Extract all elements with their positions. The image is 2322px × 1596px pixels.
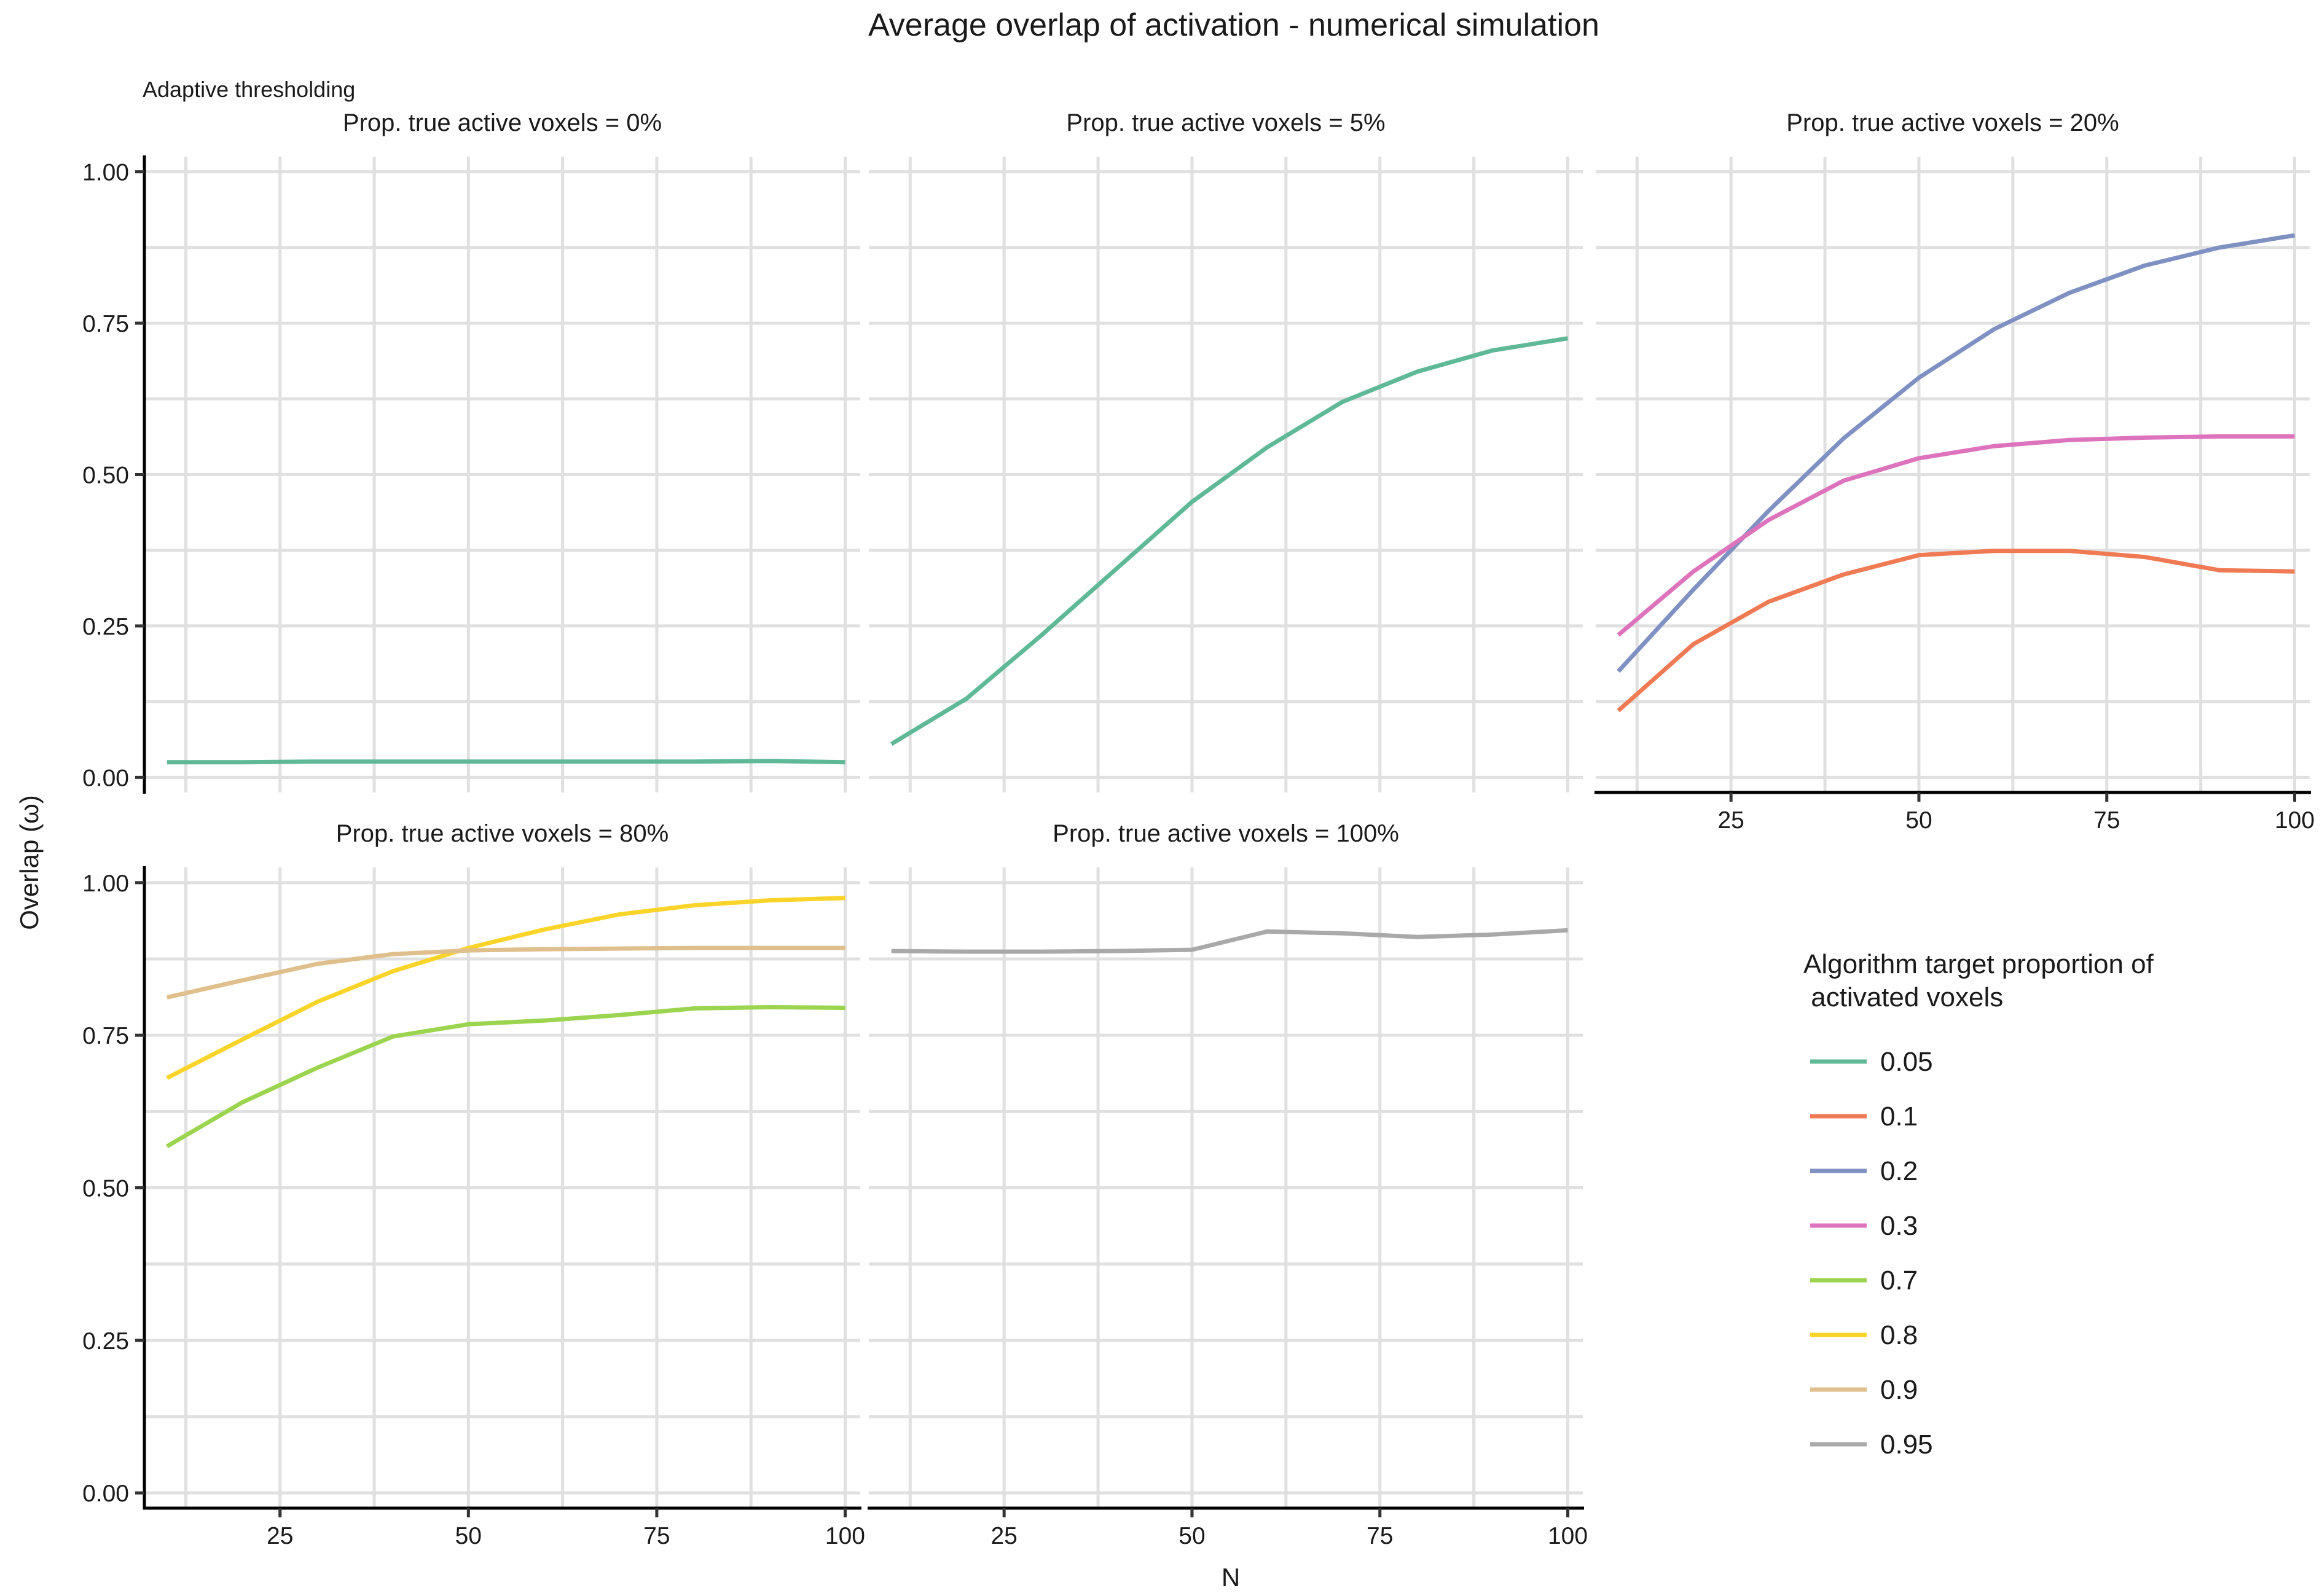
series-line-0.9: [167, 945, 845, 1000]
x-tick-label: 100: [825, 1523, 865, 1549]
facet-panel: Prop. true active voxels = 0% 0.00 0.25 0.5…: [82, 109, 860, 794]
y-tick-label: 0.75: [82, 311, 129, 337]
y-tick-label: 1.00: [82, 160, 129, 186]
series-line-0.1: [1617, 549, 2295, 713]
legend-label: 0.8: [1880, 1320, 1918, 1350]
x-axis-label: N: [1222, 1563, 1240, 1592]
y-tick-label: 0.00: [82, 1481, 129, 1507]
x-tick-label: 50: [1905, 807, 1932, 834]
y-tick-label: 0.00: [82, 765, 129, 791]
facet-title: Prop. true active voxels = 100%: [1053, 820, 1399, 847]
y-tick-label: 0.25: [82, 1328, 129, 1355]
y-tick-label: 0.50: [82, 463, 129, 489]
legend-item: 0.8: [1810, 1320, 1918, 1350]
legend-label: 0.95: [1880, 1430, 1933, 1460]
legend-label: 0.05: [1880, 1047, 1933, 1077]
x-tick-label: 25: [990, 1523, 1017, 1549]
legend-item: 0.7: [1810, 1265, 1918, 1296]
legend-title-line-2: activated voxels: [1803, 982, 2003, 1012]
y-tick-label: 0.25: [82, 614, 129, 640]
series-line-0.3: [1617, 434, 2295, 637]
legend-label: 0.3: [1880, 1211, 1918, 1241]
facet-panel: Prop. true active voxels = 100% 25 50 75 100: [868, 820, 1588, 1549]
legend-title-line-1: Algorithm target proportion of: [1803, 949, 2154, 979]
x-tick-label: 75: [2093, 807, 2120, 834]
series-line-0.8: [166, 896, 845, 1080]
y-tick-label: 1.00: [82, 870, 129, 897]
legend-label: 0.2: [1880, 1156, 1918, 1186]
x-tick-label: 75: [1367, 1523, 1393, 1549]
legend-item: 0.05: [1810, 1047, 1933, 1077]
x-tick-label: 25: [1717, 807, 1744, 834]
facet-title: Prop. true active voxels = 20%: [1786, 109, 2119, 136]
series-line-0.05: [890, 336, 1569, 746]
series-line-0.7: [166, 1005, 845, 1149]
facet-panel: Prop. true active voxels = 80% 0.00 0.25 0.…: [82, 820, 865, 1549]
facet-panel: Prop. true active voxels = 5%: [869, 109, 1583, 792]
facet-panel: Prop. true active voxels = 20% 25 50 75 100: [1594, 109, 2315, 834]
legend-item: 0.2: [1810, 1156, 1918, 1186]
legend-item: 0.3: [1810, 1211, 1918, 1241]
facet-title: Prop. true active voxels = 80%: [336, 820, 669, 847]
series-line-0.2: [1617, 233, 2296, 673]
x-tick-label: 100: [2275, 807, 2315, 834]
legend-label: 0.7: [1880, 1265, 1918, 1296]
legend-item: 0.9: [1810, 1375, 1918, 1405]
chart-title: Average overlap of activation - numerica…: [868, 7, 1599, 43]
x-tick-label: 50: [1179, 1523, 1205, 1549]
y-tick-label: 0.75: [82, 1023, 129, 1049]
series-line-0.05: [167, 759, 845, 765]
legend-item: 0.1: [1810, 1101, 1918, 1132]
x-tick-label: 100: [1548, 1523, 1588, 1549]
legend-label: 0.9: [1880, 1375, 1918, 1405]
y-axis-label: Overlap (ω): [15, 795, 44, 930]
series-line-0.95: [891, 928, 1568, 954]
facet-panels: Prop. true active voxels = 0% 0.00 0.25 0.5…: [82, 109, 2315, 1549]
x-tick-label: 25: [267, 1523, 293, 1549]
x-tick-label: 75: [643, 1523, 670, 1549]
legend-item: 0.95: [1810, 1430, 1933, 1460]
legend-label: 0.1: [1880, 1101, 1918, 1132]
facet-title: Prop. true active voxels = 0%: [343, 109, 662, 136]
chart-subtitle: Adaptive thresholding: [143, 77, 355, 102]
y-tick-label: 0.50: [82, 1176, 129, 1202]
legend: Algorithm target proportion of activated…: [1803, 949, 2154, 1460]
x-tick-label: 50: [455, 1523, 482, 1549]
facet-title: Prop. true active voxels = 5%: [1066, 109, 1385, 136]
